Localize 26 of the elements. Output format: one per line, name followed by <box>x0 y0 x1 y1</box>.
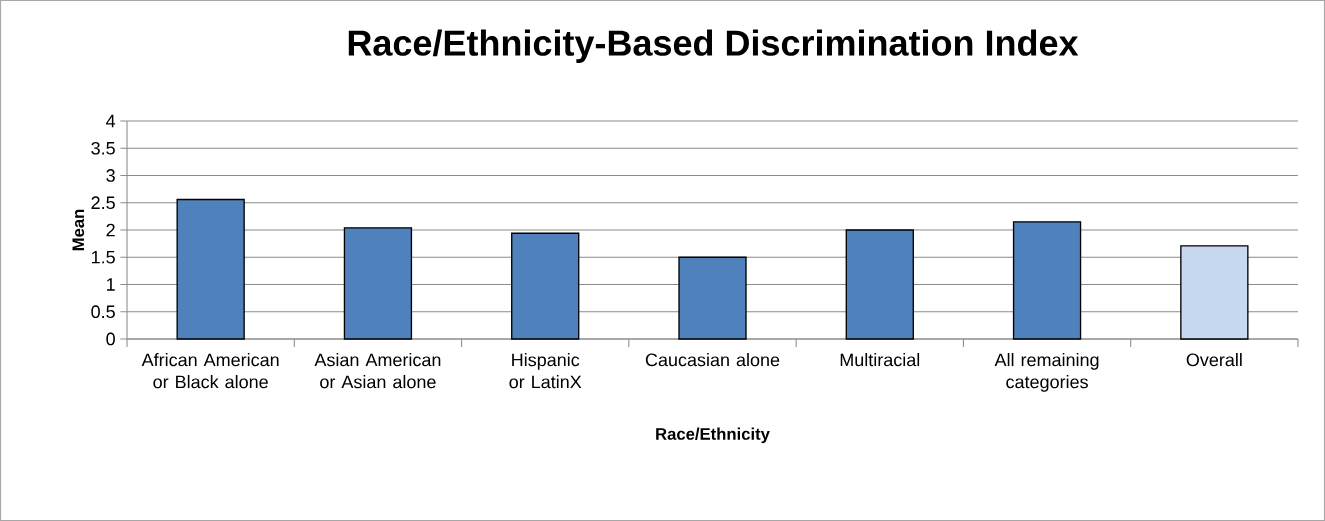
bar <box>678 256 747 340</box>
x-tick-label: African American or Black alone <box>141 353 279 389</box>
y-tick-label: 1.5 <box>91 250 115 264</box>
x-tick-label: Caucasian alone <box>645 353 780 367</box>
bar <box>176 198 245 340</box>
y-tick-label: 0 <box>106 332 115 346</box>
chart-title: Race/Ethnicity-Based Discrimination Index <box>348 29 1079 63</box>
y-axis-title: Mean <box>72 209 85 251</box>
x-tick-label: Multiracial <box>840 353 920 367</box>
y-tick-label: 3 <box>106 169 115 182</box>
x-tick-label: Overall <box>1186 353 1242 367</box>
x-axis-title: Race/Ethnicity <box>656 427 770 444</box>
x-tick-label: Asian American or Asian alone <box>314 353 441 389</box>
y-tick-label: 1 <box>107 278 115 291</box>
bar <box>1012 221 1082 340</box>
y-tick-label: 2.5 <box>91 196 115 210</box>
bar <box>511 232 580 340</box>
bar <box>845 229 914 340</box>
x-tick-label: All remaining categories <box>994 353 1099 392</box>
x-tick-label: Hispanic or LatinX <box>509 353 582 389</box>
bar <box>1180 245 1249 340</box>
y-tick-label: 3.5 <box>91 141 115 155</box>
y-tick-label: 0.5 <box>91 305 115 319</box>
y-tick-label: 4 <box>106 114 116 128</box>
bar <box>343 227 413 340</box>
y-tick-label: 2 <box>106 223 115 237</box>
